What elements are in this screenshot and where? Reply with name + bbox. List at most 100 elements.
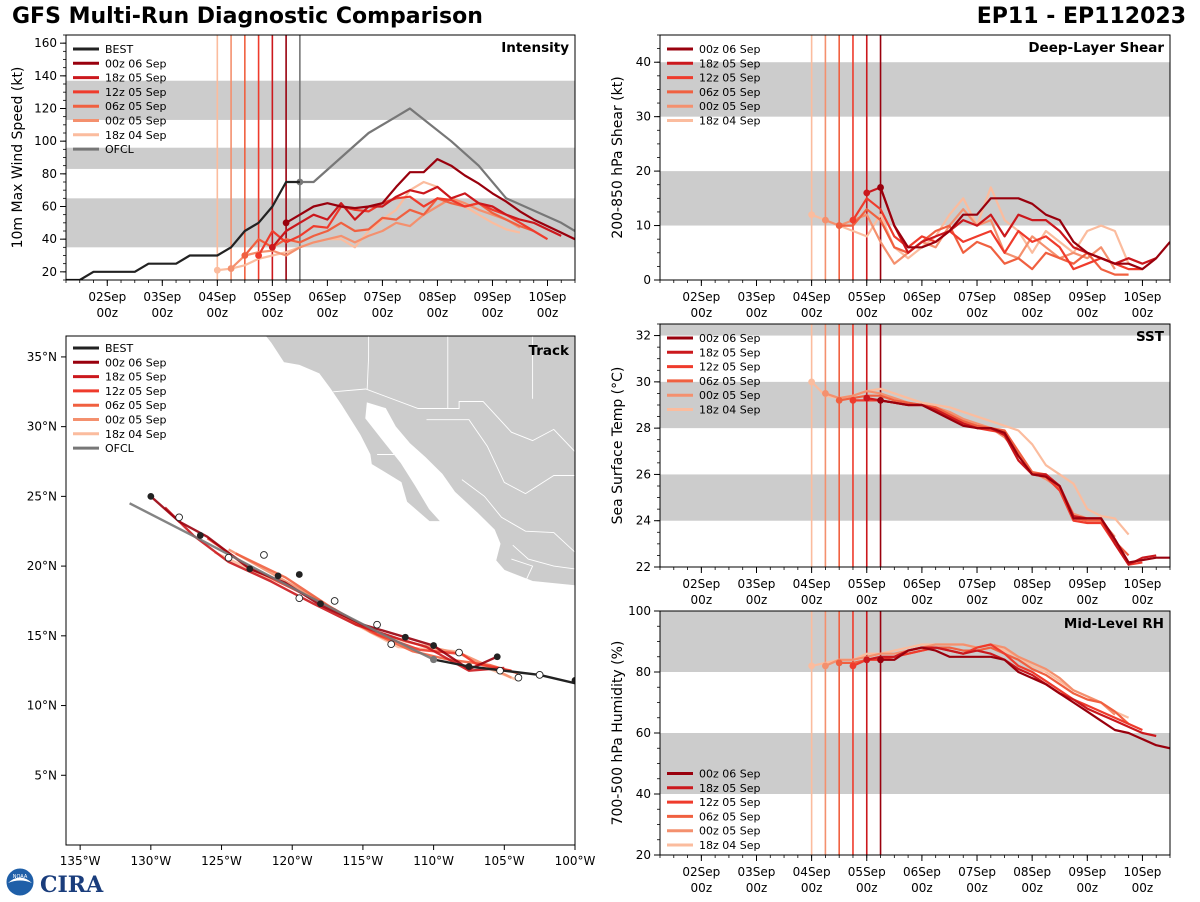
init-point-00z-06-sep <box>877 656 884 664</box>
track-point-12h <box>260 551 268 559</box>
legend-label-18z-04-sep: 18z 04 Sep <box>105 428 167 441</box>
y-tick-label: 120 <box>34 102 57 116</box>
track-point-daily <box>401 633 409 641</box>
x-tick-label-hour: 00z <box>966 306 988 320</box>
x-tick-label-hour: 00z <box>1021 593 1043 607</box>
axes-frame <box>659 323 1171 568</box>
track-line-best <box>433 658 575 685</box>
x-tick-label-date: 04Sep <box>198 290 236 304</box>
panel-title: Track <box>529 343 570 359</box>
x-tick-label: 135°W <box>60 854 101 868</box>
land-mexico-usa <box>264 336 575 587</box>
track-lines <box>129 492 575 685</box>
init-point-18z-04-sep <box>808 378 816 386</box>
x-tick-label-hour: 00z <box>746 593 768 607</box>
y-tick-label: 40 <box>636 787 651 801</box>
legend-label-06z-05-sep: 06z 05 Sep <box>105 100 167 113</box>
init-point-06z-05-sep <box>835 396 843 404</box>
series-line-ofcl <box>299 107 575 232</box>
x-tick-label-hour: 00z <box>207 306 229 320</box>
shaded-band <box>66 80 575 120</box>
axes-frame <box>65 335 576 846</box>
init-point-18z-05-sep <box>863 189 871 197</box>
y-tick-label: 26 <box>636 467 651 481</box>
x-tick-label-hour: 00z <box>1132 881 1154 895</box>
series-group <box>808 378 1170 566</box>
x-tick-label: 115°W <box>343 854 384 868</box>
x-tick-label-date: 08Sep <box>1013 577 1051 591</box>
y-tick-label: 160 <box>34 36 57 50</box>
legend-label-12z-05-sep: 12z 05 Sep <box>105 86 167 99</box>
series-group <box>808 184 1170 276</box>
panel-title: Deep-Layer Shear <box>1028 40 1164 56</box>
x-tick-label-date: 04Sep <box>793 577 831 591</box>
x-tick-label-date: 07Sep <box>958 577 996 591</box>
series-line-18z-05-sep <box>271 185 562 249</box>
legend-label-00z-05-sep: 00z 05 Sep <box>699 825 761 838</box>
x-tick-label-date: 09Sep <box>1068 577 1106 591</box>
track-point-daily <box>465 663 473 670</box>
x-tick-label-date: 03Sep <box>143 290 181 304</box>
init-point-00z-05-sep <box>822 216 829 224</box>
y-tick-label: 20 <box>636 848 651 862</box>
legend-label-06z-05-sep: 06z 05 Sep <box>699 810 761 823</box>
track-point-daily <box>196 532 204 539</box>
x-tick-label: 120°W <box>272 854 313 868</box>
shaded-band <box>660 171 1170 226</box>
x-tick-label: 130°W <box>130 854 171 868</box>
init-point-06z-05-sep <box>835 222 843 229</box>
admin-border <box>461 479 575 553</box>
legend-label-06z-05-sep: 06z 05 Sep <box>105 399 167 412</box>
legend-label-18z-05-sep: 18z 05 Sep <box>699 57 761 70</box>
x-tick-label-date: 09Sep <box>1068 290 1106 304</box>
x-tick-label-hour: 00z <box>746 881 768 895</box>
shaded-band <box>660 611 1170 672</box>
track-point-daily <box>493 653 501 661</box>
x-tick-label-hour: 00z <box>262 306 284 320</box>
x-tick-label: 110°W <box>413 854 454 868</box>
panel-title: Mid-Level RH <box>1064 616 1164 632</box>
series-group <box>66 107 575 280</box>
track-point-daily <box>317 600 324 608</box>
x-tick-label-date: 02Sep <box>88 290 126 304</box>
shaded-band <box>660 324 1170 336</box>
x-tick-label-hour: 00z <box>911 593 933 607</box>
track-line-18z-05-sep <box>164 506 505 672</box>
x-tick-label-date: 10Sep <box>1123 577 1161 591</box>
x-tick-label-date: 10Sep <box>529 290 567 304</box>
x-tick-label-hour: 00z <box>1077 881 1099 895</box>
intensity-panel: 20 40 60 80 100 120 140 160 02Sep 00z 03Sep 00z 04Se… <box>10 34 576 320</box>
y-tick-label: 30°N <box>27 420 57 434</box>
x-tick-label-hour: 00z <box>966 593 988 607</box>
series-line-00z-06-sep <box>880 646 1170 750</box>
y-tick-label: 15°N <box>27 629 57 643</box>
legend-label-ofcl: OFCL <box>105 143 135 156</box>
x-tick-label-hour: 00z <box>317 306 339 320</box>
legend-label-18z-05-sep: 18z 05 Sep <box>105 371 167 384</box>
track-point-12h <box>514 673 523 682</box>
init-point-18z-05-sep <box>268 243 276 251</box>
x-tick-label-date: 08Sep <box>1013 865 1051 879</box>
y-tick-label: 10 <box>636 219 651 233</box>
track-point-12h <box>455 648 463 657</box>
init-point-00z-06-sep <box>877 184 884 191</box>
legend-label-best: BEST <box>105 43 133 56</box>
y-tick-label: 100 <box>34 134 57 148</box>
x-tick-label-hour: 00z <box>1132 306 1154 320</box>
series-line-best <box>66 180 300 280</box>
shaded-band <box>660 474 1170 521</box>
shaded-band <box>66 147 575 169</box>
legend-label-00z-05-sep: 00z 05 Sep <box>105 414 167 427</box>
x-tick-label-hour: 00z <box>746 306 768 320</box>
series-group <box>808 643 1170 750</box>
x-tick-label-date: 07Sep <box>363 290 401 304</box>
x-tick-label-hour: 00z <box>96 306 118 320</box>
track-line-ofcl <box>129 502 435 661</box>
series-line-00z-05-sep <box>824 208 1116 270</box>
x-tick-label-date: 05Sep <box>253 290 291 304</box>
x-tick-label-date: 06Sep <box>903 865 941 879</box>
legend-label-00z-05-sep: 00z 05 Sep <box>699 389 761 402</box>
x-tick-label-hour: 00z <box>801 881 823 895</box>
x-tick-label-hour: 00z <box>152 306 174 320</box>
x-tick-label-date: 10Sep <box>1123 290 1161 304</box>
